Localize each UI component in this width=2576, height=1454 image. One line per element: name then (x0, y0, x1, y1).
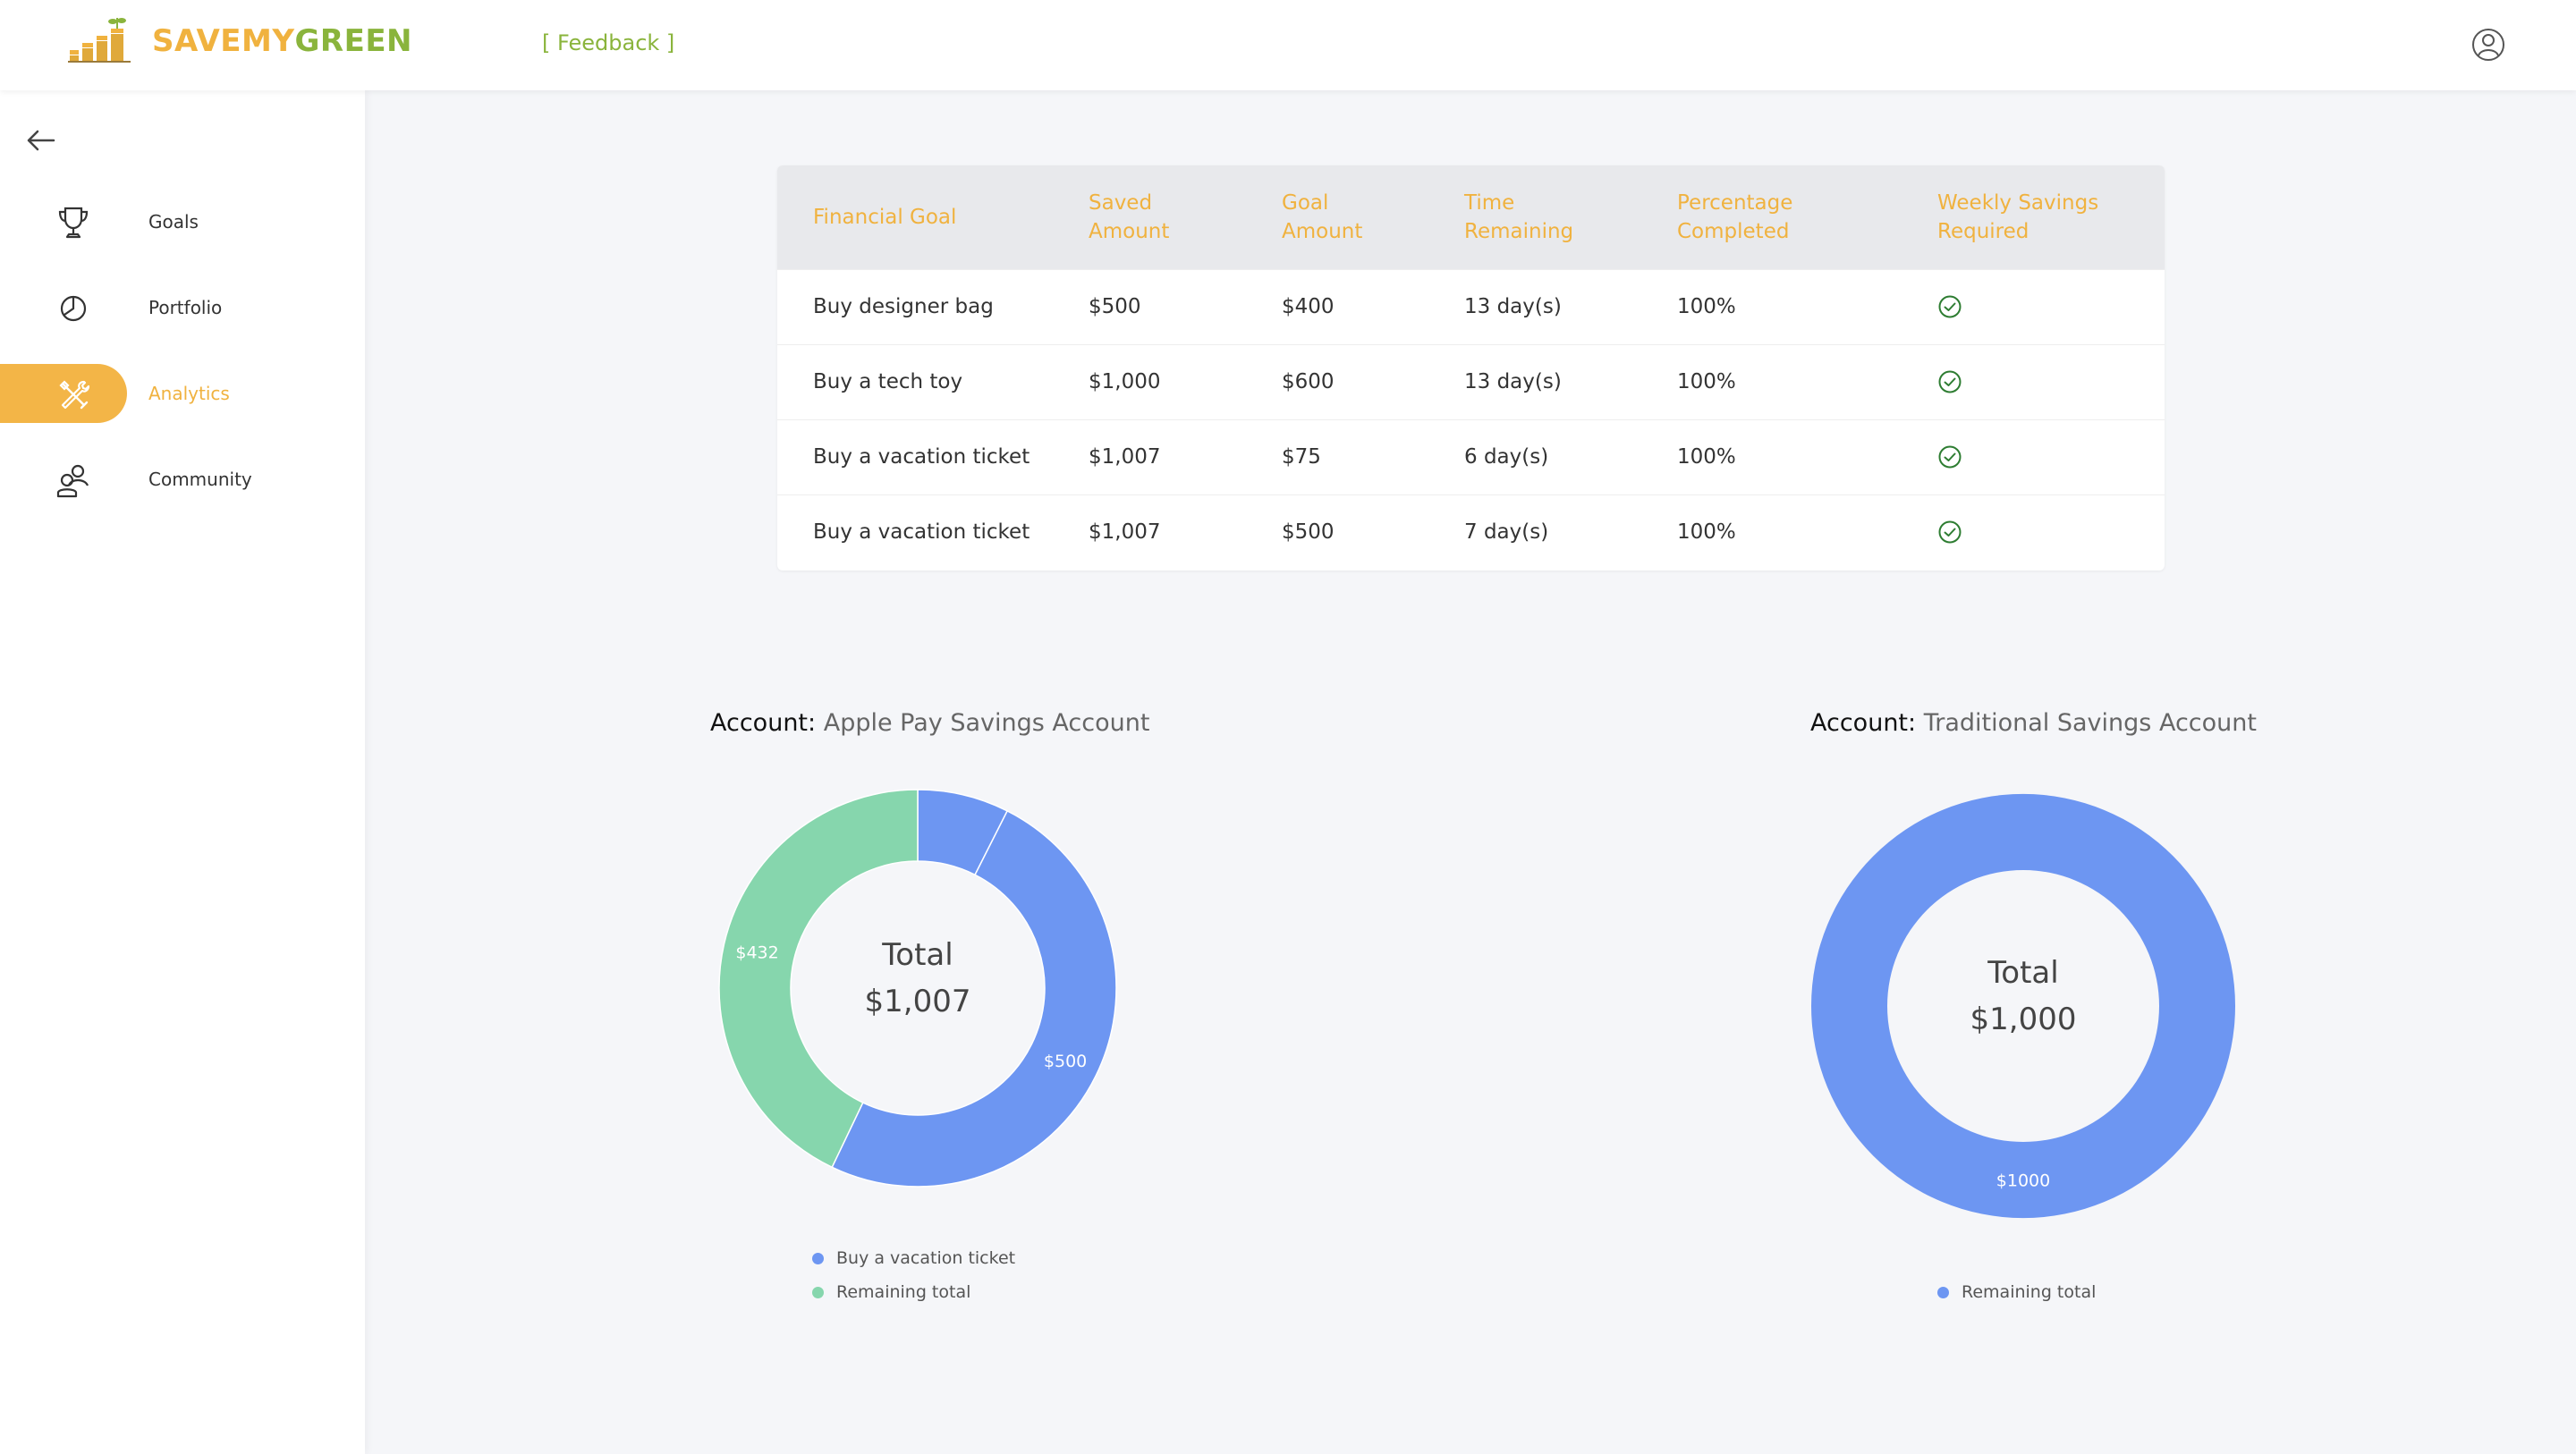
column-header-time-remaining[interactable]: Time Remaining (1464, 190, 1574, 243)
account-label: Account: (1810, 709, 1917, 737)
pie-chart-icon (60, 295, 87, 322)
app-logo[interactable]: SAVEMYGREEN (68, 16, 412, 66)
saved-amount-cell: $1,000 (1089, 370, 1161, 393)
slice-data-label: $500 (1044, 1052, 1087, 1071)
legend-label: Remaining total (836, 1282, 971, 1302)
column-header-weekly-savings[interactable]: Weekly Savings Required (1937, 190, 2099, 243)
donut-center-label: Total (1987, 955, 2058, 991)
weekly-savings-cell (1937, 269, 2165, 344)
legend-item[interactable]: Buy a vacation ticket (812, 1241, 1015, 1275)
users-icon (56, 464, 89, 498)
percentage-cell: 100% (1677, 520, 1736, 545)
back-arrow-icon[interactable] (23, 123, 59, 158)
sidebar-item-label: Goals (148, 211, 199, 232)
sidebar-item-community[interactable]: Community (0, 450, 365, 509)
goal-cell: Buy a vacation ticket (813, 445, 1030, 469)
top-header: SAVEMYGREEN [ Feedback ] (0, 0, 2576, 90)
app-name-part1: SAVEMY (152, 23, 295, 59)
percentage-cell: 100% (1677, 295, 1736, 318)
time-remaining-cell: 13 day(s) (1464, 370, 1562, 393)
legend-swatch (812, 1286, 824, 1298)
account-title-2: Account: Traditional Savings Account (1810, 709, 2257, 737)
goal-cell: Buy a tech toy (813, 370, 963, 393)
slice-data-label: $1000 (1996, 1171, 2050, 1191)
sidebar-item-label: Portfolio (148, 297, 223, 318)
coins-plant-icon (68, 18, 131, 63)
goals-table: Financial Goal Saved Amount Goal Amount Ti… (777, 165, 2165, 571)
slice-data-label: $432 (735, 943, 778, 962)
legend-label: Buy a vacation ticket (836, 1248, 1016, 1268)
column-header-financial-goal[interactable]: Financial Goal (813, 205, 957, 229)
check-circle-icon (1938, 520, 1962, 544)
goal-amount-cell: $500 (1282, 520, 1335, 545)
donut-slice[interactable] (1811, 793, 2235, 1219)
column-header-percentage-completed[interactable]: Percentage Completed (1677, 190, 1793, 243)
donut-chart-apple-pay: $500 $432 Total $1,007 (718, 789, 1117, 1188)
account-label: Account: (710, 709, 817, 737)
saved-amount-cell: $1,007 (1089, 445, 1161, 469)
sidebar-item-portfolio[interactable]: Portfolio (0, 278, 365, 337)
saved-amount-cell: $1,007 (1089, 520, 1161, 545)
account-name: Apple Pay Savings Account (823, 709, 1150, 737)
donut-center-label: Total (881, 937, 953, 973)
goal-amount-cell: $600 (1282, 370, 1335, 393)
legend-item[interactable]: Remaining total (1937, 1275, 2096, 1309)
goal-amount-cell: $75 (1282, 445, 1321, 469)
donut-center-value: $1,000 (1970, 1002, 2077, 1037)
active-indicator (0, 364, 127, 423)
chart-legend-traditional: Remaining total (1937, 1275, 2096, 1309)
goal-cell: Buy designer bag (813, 295, 994, 318)
chart-legend-apple-pay: Buy a vacation ticket Remaining total (812, 1241, 1015, 1309)
column-header-saved-amount[interactable]: Saved Amount (1089, 190, 1170, 243)
account-name: Traditional Savings Account (1923, 709, 2257, 737)
table-row[interactable]: Buy a tech toy $1,000 $600 13 day(s) 100% (777, 344, 2165, 419)
sidebar: Goals Portfolio Analytics Community (0, 90, 365, 1454)
donut-chart-traditional: $1000 Total $1,000 (1811, 793, 2235, 1219)
app-name-part2: GREEN (294, 23, 412, 59)
tools-icon (59, 380, 90, 410)
column-header-goal-amount[interactable]: Goal Amount (1282, 190, 1363, 243)
check-circle-icon (1938, 445, 1962, 469)
donut-slice[interactable] (831, 809, 1117, 1188)
time-remaining-cell: 7 day(s) (1464, 520, 1549, 545)
goal-amount-cell: $400 (1282, 295, 1335, 318)
app-name: SAVEMYGREEN (152, 23, 412, 59)
check-circle-icon (1938, 295, 1962, 318)
weekly-savings-cell (1937, 344, 2165, 419)
feedback-link[interactable]: [ Feedback ] (542, 30, 675, 55)
table-row[interactable]: Buy a vacation ticket $1,007 $75 6 day(s) 10… (777, 419, 2165, 495)
legend-swatch (1937, 1286, 1949, 1298)
percentage-cell: 100% (1677, 370, 1736, 393)
time-remaining-cell: 13 day(s) (1464, 295, 1562, 318)
legend-label: Remaining total (1962, 1282, 2097, 1302)
donut-slice[interactable] (718, 789, 919, 1169)
check-circle-icon (1938, 370, 1962, 393)
sidebar-item-label: Analytics (148, 383, 230, 404)
weekly-savings-cell (1937, 495, 2165, 570)
table-row[interactable]: Buy designer bag $500 $400 13 day(s) 100% (777, 269, 2165, 344)
trophy-icon (58, 207, 89, 239)
account-title-1: Account: Apple Pay Savings Account (710, 709, 1149, 737)
time-remaining-cell: 6 day(s) (1464, 445, 1549, 469)
sidebar-item-goals[interactable]: Goals (0, 192, 365, 251)
weekly-savings-cell (1937, 419, 2165, 495)
percentage-cell: 100% (1677, 445, 1736, 469)
table-row[interactable]: Buy a vacation ticket $1,007 $500 7 day(s) 1… (777, 495, 2165, 570)
goal-cell: Buy a vacation ticket (813, 520, 1030, 545)
table-header-row: Financial Goal Saved Amount Goal Amount Ti… (777, 165, 2165, 269)
donut-center-value: $1,007 (865, 984, 971, 1019)
legend-item[interactable]: Remaining total (812, 1275, 1015, 1309)
sidebar-item-analytics[interactable]: Analytics (0, 364, 365, 423)
user-account-icon[interactable] (2470, 27, 2506, 63)
sidebar-item-label: Community (148, 469, 252, 490)
saved-amount-cell: $500 (1089, 295, 1141, 318)
legend-swatch (812, 1252, 824, 1264)
